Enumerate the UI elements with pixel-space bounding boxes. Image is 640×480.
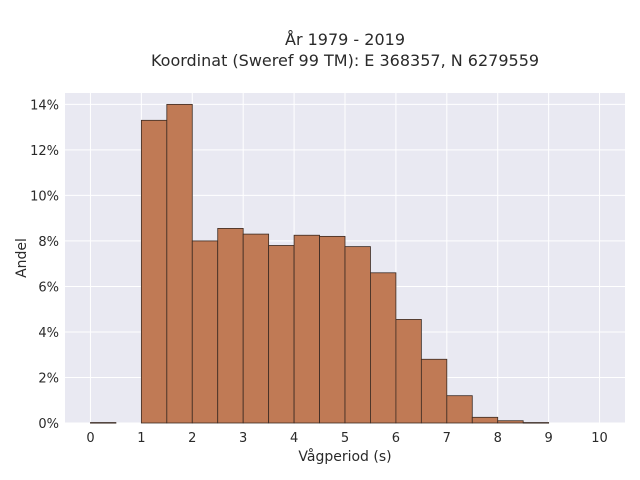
- x-tick-label-1: 1: [137, 431, 145, 446]
- bar-13: [420, 358, 448, 424]
- bar-4: [191, 240, 219, 424]
- bar-2: [140, 119, 168, 424]
- x-tick-label-0: 0: [86, 431, 94, 446]
- x-tick-label-2: 2: [188, 431, 196, 446]
- bar-11: [370, 272, 397, 424]
- y-tick-label-1: 2%: [38, 371, 59, 386]
- y-tick-label-3: 6%: [38, 280, 59, 295]
- x-axis-ticks: 0 1 2 3 4 5 6 7 8 9 10: [86, 431, 608, 446]
- bar-5: [217, 228, 244, 424]
- bar-0: [90, 422, 117, 424]
- bar-14: [446, 395, 473, 424]
- bar-6: [242, 233, 270, 424]
- chart-title-line2: Koordinat (Sweref 99 TM): E 368357, N 62…: [151, 51, 539, 70]
- x-tick-label-5: 5: [341, 431, 349, 446]
- bar-12: [395, 319, 422, 424]
- bar-10: [344, 246, 371, 424]
- x-tick-label-10: 10: [591, 431, 608, 446]
- y-tick-label-5: 10%: [30, 189, 59, 204]
- bars: [90, 103, 550, 424]
- y-tick-label-6: 12%: [30, 144, 59, 159]
- y-tick-label-4: 8%: [38, 235, 59, 250]
- bar-7: [268, 245, 295, 424]
- x-tick-label-9: 9: [544, 431, 552, 446]
- y-tick-label-7: 14%: [30, 98, 59, 113]
- bar-9: [319, 235, 346, 424]
- x-tick-label-8: 8: [494, 431, 502, 446]
- y-tick-label-0: 0%: [38, 417, 59, 432]
- bar-16: [497, 420, 524, 424]
- x-tick-label-6: 6: [392, 431, 400, 446]
- x-tick-label-7: 7: [443, 431, 451, 446]
- x-axis-label: Vågperiod (s): [298, 448, 391, 465]
- bar-8: [293, 234, 320, 424]
- bar-17: [522, 422, 550, 424]
- x-tick-label-4: 4: [290, 431, 298, 446]
- y-tick-label-2: 4%: [38, 326, 59, 341]
- bar-3: [166, 103, 193, 424]
- chart-title-line1: År 1979 - 2019: [285, 30, 405, 49]
- bar-15: [471, 416, 499, 424]
- x-tick-label-3: 3: [239, 431, 247, 446]
- y-axis-ticks: 0% 2% 4% 6% 8% 10% 12% 14%: [30, 98, 59, 432]
- y-axis-label: Andel: [14, 238, 30, 278]
